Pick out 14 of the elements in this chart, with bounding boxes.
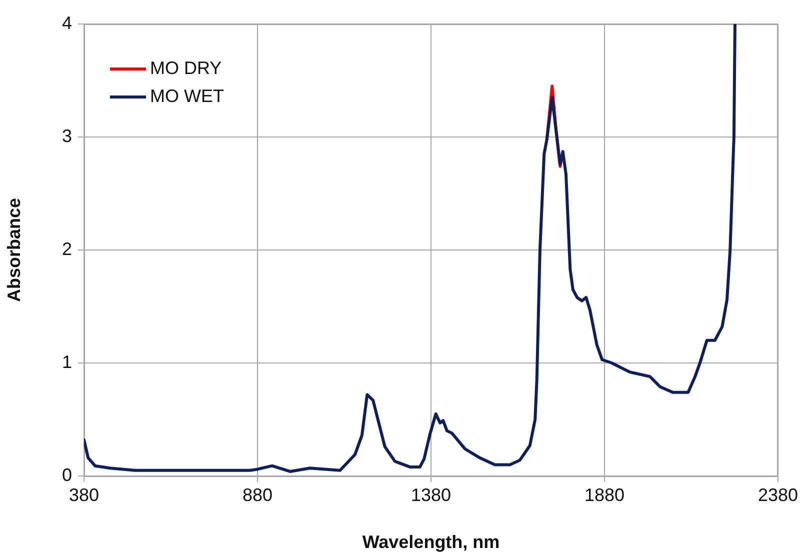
y-tick-label: 3 bbox=[62, 126, 72, 146]
x-axis-title: Wavelength, nm bbox=[362, 532, 500, 552]
legend-label: MO DRY bbox=[150, 58, 222, 78]
y-tick-label: 1 bbox=[62, 352, 72, 372]
y-tick-label: 4 bbox=[62, 12, 72, 33]
x-tick-label: 2380 bbox=[758, 484, 798, 505]
y-axis-title: Absorbance bbox=[4, 198, 24, 302]
x-tick-label: 380 bbox=[68, 484, 100, 505]
x-tick-label: 880 bbox=[242, 484, 273, 505]
x-tick-label: 1380 bbox=[410, 484, 452, 505]
x-tick-label: 1880 bbox=[584, 484, 625, 505]
legend-label: MO WET bbox=[150, 86, 224, 106]
y-tick-label: 2 bbox=[62, 238, 72, 259]
y-tick-label: 0 bbox=[62, 464, 72, 485]
